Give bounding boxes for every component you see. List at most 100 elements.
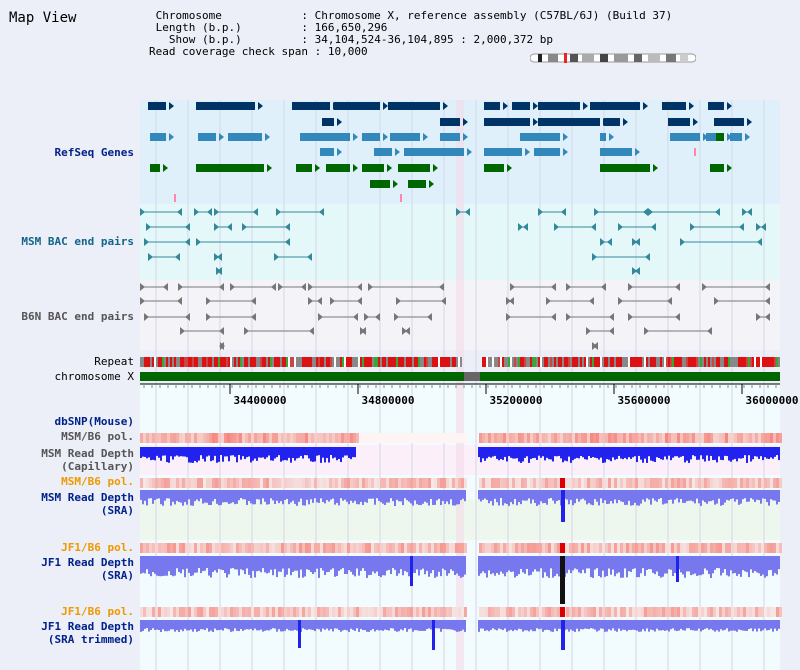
jf1-trim-depth-bar xyxy=(402,620,404,631)
msm-pol-cell xyxy=(773,433,776,443)
msm-sra-pol-cell xyxy=(314,478,317,488)
msm-sra-depth-bar xyxy=(300,490,302,499)
msm-capillary-depth-bar xyxy=(758,447,760,459)
b6n-bac-pair-end xyxy=(219,342,224,350)
msm-sra-pol-cell xyxy=(536,478,539,488)
jf1-depth-label-1[interactable]: JF1 Read Depth xyxy=(41,556,134,569)
msm-sra-depth-bar xyxy=(452,490,454,506)
jf1-trim-pol-cell xyxy=(188,607,191,617)
msm-sra-depth-bar xyxy=(480,490,482,502)
msm-sra-depth-bar xyxy=(516,490,518,506)
jf1-trimmed-depth-label-1[interactable]: JF1 Read Depth xyxy=(41,620,134,633)
msm-sra-depth-bar xyxy=(536,490,538,506)
b6n-bac-pair-end xyxy=(427,313,432,321)
msm-sra-pol-cell xyxy=(206,478,209,488)
msm-sra-depth-bar xyxy=(236,490,238,504)
jf1-pol-cell xyxy=(713,543,716,553)
msm-depth-sra-label-1[interactable]: MSM Read Depth xyxy=(41,491,134,504)
jf1-trim-depth-bar xyxy=(196,620,198,632)
repeat-element xyxy=(492,357,494,367)
msm-capillary-depth-bar xyxy=(534,447,536,458)
refseq-genes-label[interactable]: RefSeq Genes xyxy=(54,146,134,159)
msm-capillary-depth-bar xyxy=(682,447,684,456)
msm-pol-label-2[interactable]: MSM/B6 pol. xyxy=(61,475,134,488)
msm-sra-pol-cell xyxy=(659,478,662,488)
jf1-trim-depth-bar xyxy=(304,620,306,630)
gene-arrow xyxy=(467,148,472,156)
jf1-trim-depth-bar xyxy=(580,620,582,630)
msm-sra-pol-cell xyxy=(704,478,707,488)
gap-highlight xyxy=(456,100,464,670)
jf1-depth-bar xyxy=(644,556,646,576)
jf1-trim-pol-cell xyxy=(323,607,326,617)
msm-sra-depth-bar xyxy=(698,490,700,504)
msm-pol-cell xyxy=(665,433,668,443)
jf1-pol-cell xyxy=(305,543,308,553)
jf1-pol-cell xyxy=(359,543,362,553)
msm-sra-depth-bar xyxy=(674,490,676,500)
jf1-depth-bar xyxy=(214,556,216,571)
repeat-element xyxy=(330,357,332,367)
b6n-bac-label[interactable]: B6N BAC end pairs xyxy=(21,310,134,323)
msm-sra-pol-cell xyxy=(140,478,143,488)
msm-sra-depth-bar xyxy=(186,490,188,505)
gene-feature xyxy=(534,148,560,156)
jf1-trim-pol-cell xyxy=(773,607,776,617)
jf1-trim-depth-bar xyxy=(682,620,684,631)
jf1-trim-pol-cell xyxy=(380,607,383,617)
msm-pol-label-1[interactable]: MSM/B6 pol. xyxy=(61,430,134,443)
gene-feature xyxy=(668,118,690,126)
msm-sra-depth-bar xyxy=(370,490,372,499)
msm-pol-cell xyxy=(206,433,209,443)
msm-capillary-depth-bar xyxy=(272,447,274,461)
msm-pol-cell xyxy=(164,433,167,443)
jf1-pol-cell xyxy=(203,543,206,553)
jf1-pol-label-1[interactable]: JF1/B6 pol. xyxy=(61,541,134,554)
jf1-trim-pol-cell xyxy=(521,607,524,617)
msm-pol-cell xyxy=(194,433,197,443)
jf1-depth-bar xyxy=(536,556,538,572)
jf1-depth-bar xyxy=(648,556,650,570)
msm-sra-depth-bar xyxy=(326,490,328,501)
msm-pol-cell xyxy=(770,433,773,443)
msm-bac-pair-end xyxy=(648,208,653,216)
jf1-depth-bar xyxy=(774,556,776,574)
repeat-element xyxy=(672,357,674,367)
msm-sra-depth-bar xyxy=(330,490,332,500)
repeat-element xyxy=(720,357,722,367)
jf1-trim-pol-cell xyxy=(509,607,512,617)
jf1-trim-depth-bar xyxy=(572,620,574,631)
msm-capillary-depth-bar xyxy=(486,447,488,459)
repeat-element xyxy=(494,357,496,367)
jf1-trim-depth-bar xyxy=(334,620,336,629)
msm-capillary-depth-bar xyxy=(718,447,720,457)
jf1-pol-label-2[interactable]: JF1/B6 pol. xyxy=(61,605,134,618)
b6n-bac-pair-end xyxy=(628,283,633,291)
jf1-depth-bar xyxy=(584,556,586,574)
jf1-depth-bar xyxy=(170,556,172,576)
msm-bac-label[interactable]: MSM BAC end pairs xyxy=(21,235,134,248)
msm-sra-pol-cell xyxy=(290,478,293,488)
jf1-trim-depth-bar xyxy=(512,620,514,632)
msm-capillary-depth-bar xyxy=(188,447,190,463)
msm-pol-cell xyxy=(179,433,182,443)
jf1-trim-pol-cell xyxy=(263,607,266,617)
jf1-pol-cell xyxy=(350,543,353,553)
msm-sra-depth-bar xyxy=(632,490,634,506)
msm-capillary-depth-bar xyxy=(348,447,350,458)
repeat-element xyxy=(352,357,354,367)
msm-capillary-depth-bar xyxy=(700,447,702,456)
msm-capillary-depth-bar xyxy=(142,447,144,457)
msm-sra-depth-bar xyxy=(226,490,228,503)
msm-pol-cell xyxy=(419,433,422,443)
jf1-depth-bar xyxy=(460,556,462,578)
msm-depth-capillary-label-1[interactable]: MSM Read Depth xyxy=(41,447,134,460)
chromosome-ideogram[interactable] xyxy=(530,53,696,63)
repeat-element xyxy=(320,357,322,367)
msm-pol-cell xyxy=(689,433,692,443)
msm-pol-cell xyxy=(629,433,632,443)
msm-sra-depth-bar xyxy=(528,490,530,499)
dbsnp-label[interactable]: dbSNP(Mouse) xyxy=(54,415,134,428)
jf1-trim-depth-bar xyxy=(650,620,652,630)
